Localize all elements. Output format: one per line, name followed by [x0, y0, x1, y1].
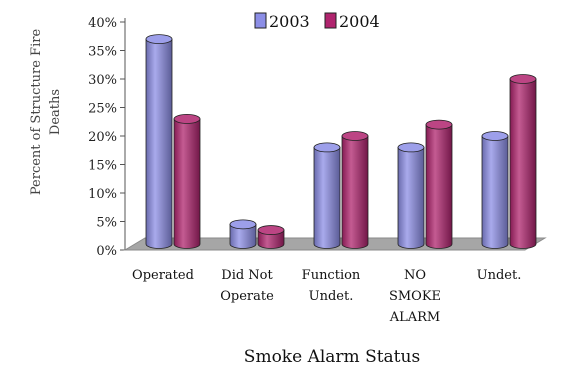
bar-2004-2 [341, 131, 369, 249]
legend: 2003 2004 [254, 12, 380, 31]
category-label: Operated [132, 268, 194, 283]
legend-label: 2003 [269, 12, 310, 31]
y-tick-label: 30% [88, 73, 117, 88]
legend-item-2003: 2003 [254, 12, 310, 31]
bar-2004-1 [257, 225, 285, 249]
y-tick-label: 0% [96, 244, 117, 259]
bar-2003-4 [481, 131, 509, 249]
legend-swatch [254, 12, 267, 29]
legend-item-2004: 2004 [324, 12, 380, 31]
bar-2003-0 [145, 34, 173, 249]
axes: 0% 5% 10% 15% 20% 25% 30% 35% 40% [88, 16, 126, 259]
y-tick-label: 40% [88, 16, 117, 31]
bar-2004-4 [509, 74, 537, 249]
category-label: Did Not Operate [220, 268, 274, 304]
bar-2004-0 [173, 114, 201, 249]
legend-swatch [324, 12, 337, 29]
y-axis-title: Percent of Structure Fire Deaths [29, 29, 63, 196]
y-tick-label: 5% [96, 216, 117, 231]
y-tick-label: 35% [88, 45, 117, 60]
category-label: Function Undet. [302, 268, 361, 304]
bar-2004-3 [425, 119, 453, 249]
y-tick-label: 15% [88, 159, 117, 174]
bar-2003-3 [397, 142, 425, 249]
y-tick-label: 10% [88, 187, 117, 202]
y-tick-label: 25% [88, 102, 117, 117]
category-labels: Operated Did Not Operate Function Undet. NO SM… [132, 268, 521, 325]
bar-2003-1 [229, 219, 257, 249]
x-axis-title: Smoke Alarm Status [244, 347, 420, 367]
bar-2003-2 [313, 142, 341, 249]
y-tick-label: 20% [88, 130, 117, 145]
bars [145, 34, 537, 249]
category-label: NO SMOKE ALARM [389, 268, 441, 325]
legend-label: 2004 [339, 12, 380, 31]
category-label: Undet. [477, 268, 522, 283]
y-axis-title-text: Percent of Structure Fire Deaths [29, 29, 63, 196]
